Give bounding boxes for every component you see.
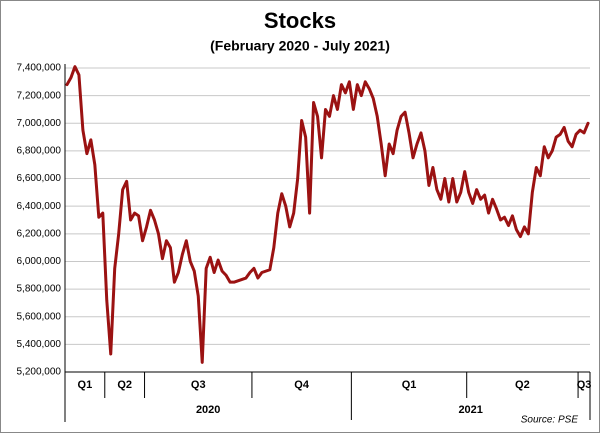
year-label: 2020: [196, 404, 220, 416]
y-tick-label: 5,600,000: [17, 311, 62, 322]
y-tick-label: 5,400,000: [17, 339, 62, 350]
quarter-label: Q3: [577, 379, 592, 391]
y-tick-label: 7,200,000: [17, 90, 62, 101]
price-line: [65, 65, 590, 364]
source-note: Source: PSE: [521, 415, 579, 426]
y-tick-label: 6,800,000: [17, 146, 62, 157]
y-tick-label: 7,400,000: [17, 63, 62, 74]
chart-title: Stocks: [264, 8, 336, 33]
y-tick-label: 6,200,000: [17, 228, 62, 239]
quarter-label: Q3: [191, 379, 206, 391]
year-label: 2021: [458, 404, 482, 416]
quarter-label: Q2: [117, 379, 132, 391]
quarter-label: Q1: [402, 379, 417, 391]
y-tick-label: 5,800,000: [17, 284, 62, 295]
quarter-label: Q4: [294, 379, 310, 391]
y-tick-label: 5,200,000: [17, 367, 62, 378]
quarter-label: Q1: [78, 379, 93, 391]
y-tick-label: 6,000,000: [17, 256, 62, 267]
y-tick-label: 6,400,000: [17, 201, 62, 212]
quarter-label: Q2: [515, 379, 530, 391]
y-tick-label: 6,600,000: [17, 173, 62, 184]
chart-subtitle: (February 2020 - July 2021): [210, 38, 390, 54]
y-tick-label: 7,000,000: [17, 118, 62, 129]
